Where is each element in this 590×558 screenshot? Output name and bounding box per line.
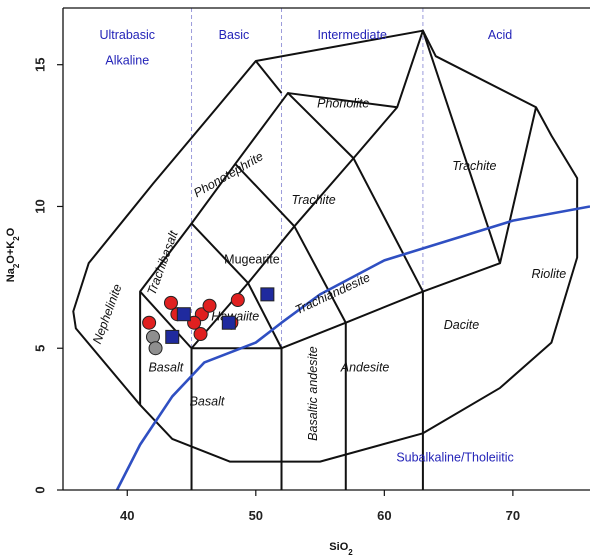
category-labels: Ultrabasic Alkaline Basic Intermediate Acid S… bbox=[99, 28, 513, 464]
field-labels: Phonolite Phonotephrite Trachite Trachite Ne… bbox=[90, 97, 566, 441]
field-label: Riolite bbox=[531, 267, 566, 281]
x-tick-label: 70 bbox=[506, 508, 520, 523]
field-label: Mugearite bbox=[224, 253, 280, 267]
category-label: Acid bbox=[488, 28, 512, 42]
divider-line bbox=[115, 205, 590, 491]
category-label: Subalkaline/Tholeiitic bbox=[396, 451, 513, 465]
field-label: Phonolite bbox=[317, 97, 369, 111]
field-label: Basaltic andesite bbox=[306, 346, 320, 441]
field-label: Trachite bbox=[292, 193, 336, 207]
x-tick-label: 50 bbox=[249, 508, 263, 523]
field-label: Dacite bbox=[444, 318, 479, 332]
field-boundary-line bbox=[352, 157, 424, 490]
alkaline-subalkaline-divider bbox=[115, 205, 590, 491]
data-point bbox=[193, 327, 208, 342]
category-label: Intermediate bbox=[317, 28, 387, 42]
category-label: Alkaline bbox=[105, 54, 149, 68]
field-label: Nephelinite bbox=[90, 282, 125, 346]
data-point bbox=[163, 295, 178, 310]
category-label: Ultrabasic bbox=[99, 28, 155, 42]
data-point bbox=[221, 315, 236, 330]
field-boundary-line bbox=[190, 157, 355, 490]
data-point bbox=[165, 329, 180, 344]
field-label: Trachite bbox=[452, 159, 496, 173]
field-label: Trachibasalt bbox=[145, 229, 181, 297]
field-boundary-line bbox=[287, 92, 398, 109]
x-tick-label: 60 bbox=[377, 508, 391, 523]
y-tick-label: 15 bbox=[32, 57, 47, 71]
axes bbox=[62, 7, 590, 491]
field-boundaries bbox=[72, 29, 579, 490]
data-point bbox=[145, 329, 160, 344]
data-points bbox=[142, 287, 275, 356]
data-point bbox=[260, 287, 275, 302]
field-label: Andesite bbox=[340, 360, 390, 374]
field-label: Phonotephrite bbox=[191, 149, 265, 200]
field-envelope bbox=[72, 29, 579, 463]
field-boundary-line bbox=[255, 60, 283, 94]
axis-ticks: 40 50 60 70 0 5 10 15 bbox=[32, 57, 520, 523]
data-point bbox=[202, 298, 217, 313]
x-axis-title: SiO2 bbox=[329, 541, 353, 557]
field-label: Trachiandesite bbox=[293, 270, 372, 317]
y-tick-label: 0 bbox=[32, 486, 47, 493]
field-boundary-line bbox=[190, 222, 283, 490]
y-tick-label: 5 bbox=[32, 345, 47, 352]
data-point bbox=[176, 307, 191, 322]
data-point bbox=[230, 293, 245, 308]
data-point bbox=[148, 341, 163, 356]
field-boundary-line bbox=[234, 163, 347, 490]
y-tick-label: 10 bbox=[32, 199, 47, 213]
field-boundary-line bbox=[139, 290, 193, 349]
field-label: Basalt bbox=[190, 394, 225, 408]
y-axis-title: Na2O+K2O bbox=[5, 227, 21, 282]
x-tick-label: 40 bbox=[120, 508, 134, 523]
field-boundary-line bbox=[139, 29, 501, 405]
field-boundary-line bbox=[191, 107, 537, 350]
data-point bbox=[142, 315, 157, 330]
category-label: Basic bbox=[219, 28, 250, 42]
data-point bbox=[187, 315, 202, 330]
field-label: Basalt bbox=[148, 360, 183, 374]
